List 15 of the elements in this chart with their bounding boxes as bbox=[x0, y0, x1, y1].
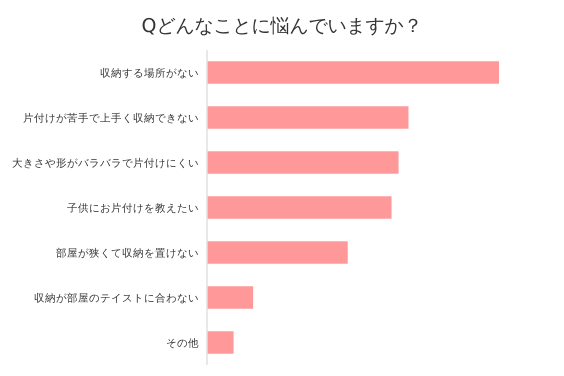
bar bbox=[207, 61, 499, 84]
y-tick-label: 大きさや形がバラバラで片付けにくい bbox=[12, 156, 199, 170]
bar bbox=[207, 106, 408, 129]
y-tick-label: その他 bbox=[166, 338, 199, 350]
y-tick-label: 部屋が狭くて収納を置けない bbox=[56, 246, 199, 260]
chart-title: Qどんなことに悩んでいますか？ bbox=[142, 15, 422, 37]
bar bbox=[207, 331, 234, 354]
y-tick-label: 子供にお片付けを教えたい bbox=[67, 202, 199, 214]
bar bbox=[207, 196, 392, 219]
bar bbox=[207, 151, 399, 174]
bar bbox=[207, 241, 348, 264]
y-tick-label: 片付けが苦手で上手く収納できない bbox=[23, 112, 199, 124]
y-tick-label: 収納する場所がない bbox=[100, 66, 199, 80]
bar bbox=[207, 286, 254, 309]
y-tick-label: 収納が部屋のテイストに合わない bbox=[34, 292, 199, 304]
